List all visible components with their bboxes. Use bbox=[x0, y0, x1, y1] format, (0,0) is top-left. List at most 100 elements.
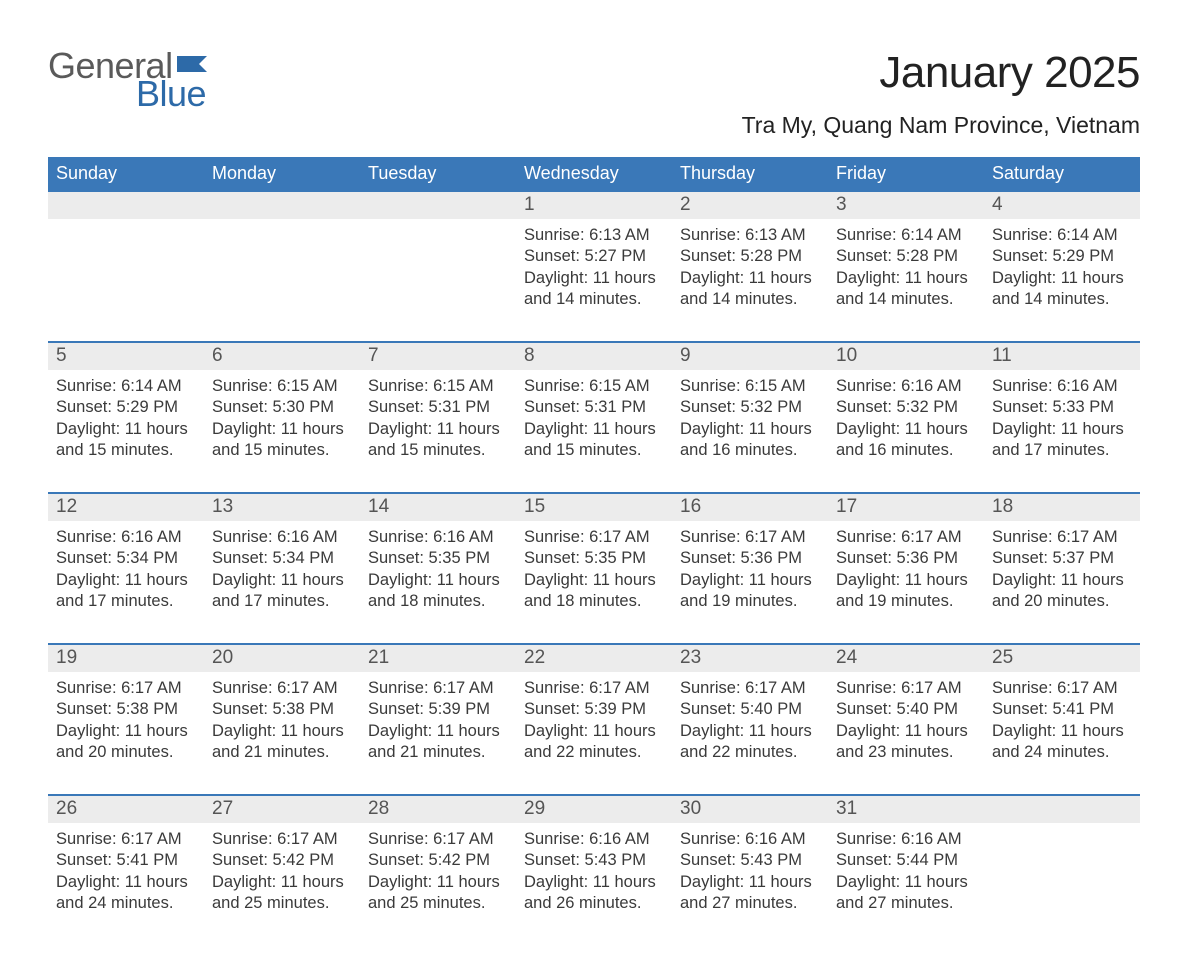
day-number: 10 bbox=[828, 343, 984, 370]
sunrise-line: Sunrise: 6:17 AM bbox=[524, 527, 664, 548]
sunrise-line: Sunrise: 6:15 AM bbox=[212, 376, 352, 397]
day-number: 23 bbox=[672, 645, 828, 672]
day-details bbox=[204, 219, 360, 319]
daylight-line-2: and 16 minutes. bbox=[680, 440, 820, 461]
daylight-line-1: Daylight: 11 hours bbox=[836, 419, 976, 440]
day-number-row: 567891011 bbox=[48, 341, 1140, 370]
sunset-line: Sunset: 5:29 PM bbox=[56, 397, 196, 418]
day-number-row: 1234 bbox=[48, 190, 1140, 219]
sunset-line: Sunset: 5:37 PM bbox=[992, 548, 1132, 569]
daylight-line-1: Daylight: 11 hours bbox=[524, 419, 664, 440]
weekday-header-row: SundayMondayTuesdayWednesdayThursdayFrid… bbox=[48, 157, 1140, 190]
daylight-line-1: Daylight: 11 hours bbox=[680, 721, 820, 742]
day-details: Sunrise: 6:17 AMSunset: 5:35 PMDaylight:… bbox=[516, 521, 672, 621]
sunset-line: Sunset: 5:44 PM bbox=[836, 850, 976, 871]
daylight-line-1: Daylight: 11 hours bbox=[836, 872, 976, 893]
daylight-line-1: Daylight: 11 hours bbox=[992, 570, 1132, 591]
sunset-line: Sunset: 5:32 PM bbox=[680, 397, 820, 418]
daylight-line-1: Daylight: 11 hours bbox=[836, 721, 976, 742]
day-details: Sunrise: 6:17 AMSunset: 5:42 PMDaylight:… bbox=[204, 823, 360, 923]
day-details: Sunrise: 6:16 AMSunset: 5:44 PMDaylight:… bbox=[828, 823, 984, 923]
title-block: January 2025 Tra My, Quang Nam Province,… bbox=[742, 48, 1140, 139]
daylight-line-2: and 18 minutes. bbox=[368, 591, 508, 612]
day-number: 2 bbox=[672, 192, 828, 219]
sunset-line: Sunset: 5:40 PM bbox=[680, 699, 820, 720]
daylight-line-2: and 27 minutes. bbox=[836, 893, 976, 914]
day-number: 22 bbox=[516, 645, 672, 672]
day-number: 24 bbox=[828, 645, 984, 672]
daylight-line-1: Daylight: 11 hours bbox=[680, 872, 820, 893]
daylight-line-2: and 19 minutes. bbox=[680, 591, 820, 612]
sunrise-line: Sunrise: 6:16 AM bbox=[680, 829, 820, 850]
sunrise-line: Sunrise: 6:16 AM bbox=[992, 376, 1132, 397]
daylight-line-2: and 20 minutes. bbox=[56, 742, 196, 763]
sunrise-line: Sunrise: 6:17 AM bbox=[56, 678, 196, 699]
daylight-line-1: Daylight: 11 hours bbox=[524, 872, 664, 893]
day-number: 18 bbox=[984, 494, 1140, 521]
daylight-line-2: and 22 minutes. bbox=[524, 742, 664, 763]
sunset-line: Sunset: 5:36 PM bbox=[680, 548, 820, 569]
daylight-line-2: and 24 minutes. bbox=[992, 742, 1132, 763]
daylight-line-1: Daylight: 11 hours bbox=[368, 872, 508, 893]
sunrise-line: Sunrise: 6:17 AM bbox=[836, 678, 976, 699]
day-details: Sunrise: 6:16 AMSunset: 5:34 PMDaylight:… bbox=[48, 521, 204, 621]
daylight-line-1: Daylight: 11 hours bbox=[524, 721, 664, 742]
sunset-line: Sunset: 5:36 PM bbox=[836, 548, 976, 569]
daylight-line-2: and 25 minutes. bbox=[368, 893, 508, 914]
day-number bbox=[204, 192, 360, 219]
sunset-line: Sunset: 5:35 PM bbox=[368, 548, 508, 569]
sunset-line: Sunset: 5:42 PM bbox=[368, 850, 508, 871]
day-details: Sunrise: 6:14 AMSunset: 5:29 PMDaylight:… bbox=[48, 370, 204, 470]
daylight-line-2: and 14 minutes. bbox=[836, 289, 976, 310]
sunrise-line: Sunrise: 6:17 AM bbox=[212, 829, 352, 850]
sunset-line: Sunset: 5:31 PM bbox=[368, 397, 508, 418]
daylight-line-2: and 15 minutes. bbox=[368, 440, 508, 461]
sunrise-line: Sunrise: 6:15 AM bbox=[524, 376, 664, 397]
daylight-line-2: and 15 minutes. bbox=[212, 440, 352, 461]
sunrise-line: Sunrise: 6:17 AM bbox=[212, 678, 352, 699]
calendar-week: 19202122232425Sunrise: 6:17 AMSunset: 5:… bbox=[48, 643, 1140, 772]
daylight-line-2: and 20 minutes. bbox=[992, 591, 1132, 612]
day-details: Sunrise: 6:14 AMSunset: 5:28 PMDaylight:… bbox=[828, 219, 984, 319]
day-details: Sunrise: 6:15 AMSunset: 5:31 PMDaylight:… bbox=[360, 370, 516, 470]
day-number: 15 bbox=[516, 494, 672, 521]
weekday-header: Friday bbox=[828, 157, 984, 190]
day-details: Sunrise: 6:16 AMSunset: 5:43 PMDaylight:… bbox=[672, 823, 828, 923]
day-number-row: 19202122232425 bbox=[48, 643, 1140, 672]
sunset-line: Sunset: 5:30 PM bbox=[212, 397, 352, 418]
day-details-row: Sunrise: 6:16 AMSunset: 5:34 PMDaylight:… bbox=[48, 521, 1140, 621]
daylight-line-1: Daylight: 11 hours bbox=[212, 872, 352, 893]
weekday-header: Thursday bbox=[672, 157, 828, 190]
day-number: 4 bbox=[984, 192, 1140, 219]
sunset-line: Sunset: 5:28 PM bbox=[836, 246, 976, 267]
day-details bbox=[360, 219, 516, 319]
daylight-line-2: and 19 minutes. bbox=[836, 591, 976, 612]
sunset-line: Sunset: 5:34 PM bbox=[212, 548, 352, 569]
day-number bbox=[360, 192, 516, 219]
sunrise-line: Sunrise: 6:14 AM bbox=[992, 225, 1132, 246]
day-details: Sunrise: 6:17 AMSunset: 5:41 PMDaylight:… bbox=[48, 823, 204, 923]
calendar-week: 12131415161718Sunrise: 6:16 AMSunset: 5:… bbox=[48, 492, 1140, 621]
daylight-line-2: and 14 minutes. bbox=[992, 289, 1132, 310]
day-number: 30 bbox=[672, 796, 828, 823]
day-number: 28 bbox=[360, 796, 516, 823]
calendar-grid: SundayMondayTuesdayWednesdayThursdayFrid… bbox=[48, 157, 1140, 923]
weekday-header: Monday bbox=[204, 157, 360, 190]
daylight-line-2: and 21 minutes. bbox=[368, 742, 508, 763]
sunrise-line: Sunrise: 6:16 AM bbox=[836, 376, 976, 397]
sunrise-line: Sunrise: 6:17 AM bbox=[992, 527, 1132, 548]
weekday-header: Sunday bbox=[48, 157, 204, 190]
logo-text-2: Blue bbox=[136, 76, 211, 112]
sunrise-line: Sunrise: 6:16 AM bbox=[524, 829, 664, 850]
day-details-row: Sunrise: 6:17 AMSunset: 5:41 PMDaylight:… bbox=[48, 823, 1140, 923]
day-number: 3 bbox=[828, 192, 984, 219]
daylight-line-1: Daylight: 11 hours bbox=[524, 570, 664, 591]
page-title: January 2025 bbox=[742, 48, 1140, 98]
sunset-line: Sunset: 5:43 PM bbox=[680, 850, 820, 871]
day-details: Sunrise: 6:17 AMSunset: 5:40 PMDaylight:… bbox=[828, 672, 984, 772]
sunset-line: Sunset: 5:33 PM bbox=[992, 397, 1132, 418]
day-details: Sunrise: 6:15 AMSunset: 5:32 PMDaylight:… bbox=[672, 370, 828, 470]
day-details: Sunrise: 6:13 AMSunset: 5:28 PMDaylight:… bbox=[672, 219, 828, 319]
sunrise-line: Sunrise: 6:16 AM bbox=[836, 829, 976, 850]
day-details: Sunrise: 6:17 AMSunset: 5:39 PMDaylight:… bbox=[360, 672, 516, 772]
